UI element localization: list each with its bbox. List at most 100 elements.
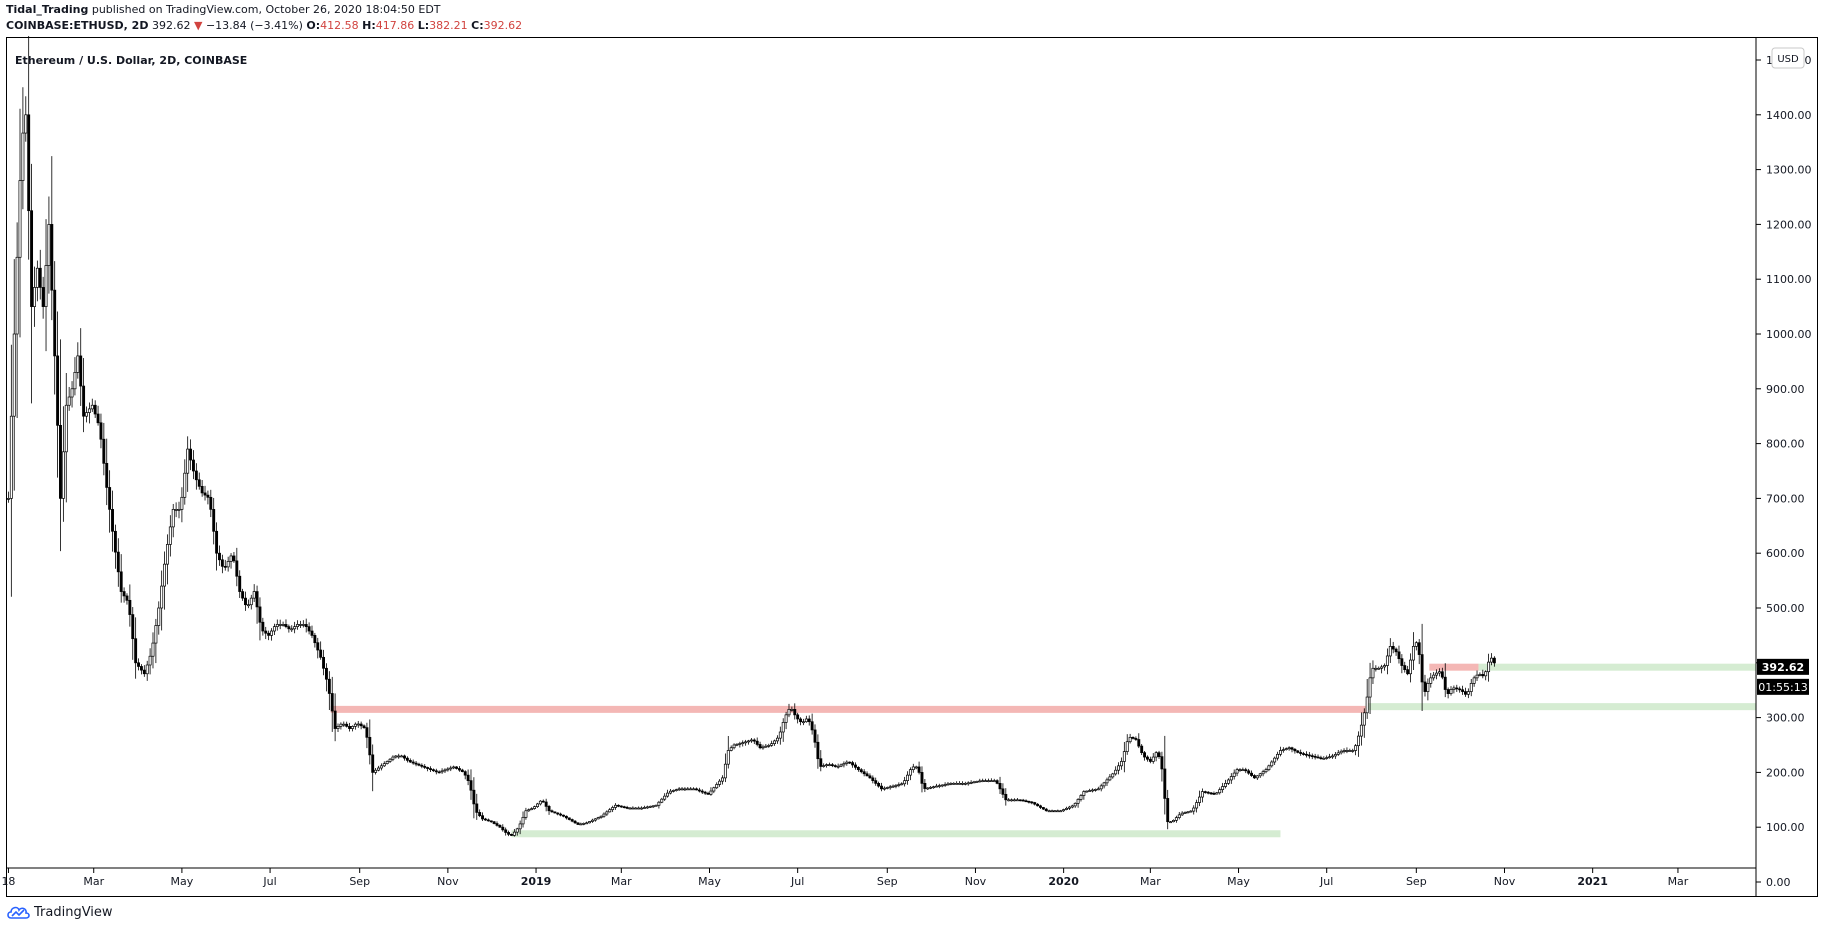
candle-up bbox=[180, 496, 184, 510]
candle-up bbox=[1261, 771, 1265, 775]
candle-down bbox=[1163, 768, 1167, 799]
author-name[interactable]: Tidal_Trading bbox=[6, 3, 89, 16]
candle-up bbox=[885, 787, 889, 789]
candle-down bbox=[703, 791, 707, 794]
candle-up bbox=[67, 396, 71, 406]
candle-down bbox=[1004, 793, 1008, 801]
candle-up bbox=[761, 746, 765, 749]
candle-up bbox=[1076, 799, 1080, 804]
candle-up bbox=[385, 761, 389, 764]
y-tick-label: 1200.00 bbox=[1766, 218, 1812, 231]
candle-up bbox=[397, 755, 401, 758]
candle-up bbox=[614, 804, 617, 808]
candle-up bbox=[1449, 689, 1453, 694]
candle-down bbox=[923, 783, 927, 789]
candle-up bbox=[1484, 671, 1488, 677]
candle-up bbox=[1065, 807, 1068, 810]
candle-down bbox=[1458, 688, 1462, 691]
candle-down bbox=[507, 832, 511, 835]
currency-button[interactable]: USD bbox=[1771, 47, 1805, 69]
candle-up bbox=[972, 781, 976, 784]
candle-up bbox=[1238, 769, 1242, 772]
footer-brand-label: TradingView bbox=[34, 904, 113, 920]
resistance-zone bbox=[1429, 663, 1479, 671]
candle-up bbox=[1339, 750, 1343, 754]
x-tick-label: Sep bbox=[349, 875, 370, 888]
candle-up bbox=[1374, 667, 1378, 670]
candle-down bbox=[53, 289, 57, 357]
candle-up bbox=[70, 388, 74, 398]
candle-down bbox=[1203, 791, 1207, 793]
candle-up bbox=[934, 785, 938, 788]
candle-down bbox=[559, 813, 563, 816]
y-tick-label: 100.00 bbox=[1766, 821, 1805, 834]
candle-up bbox=[1056, 810, 1060, 813]
candle-up bbox=[1062, 809, 1066, 812]
candle-up bbox=[394, 755, 398, 758]
candle-down bbox=[1131, 736, 1135, 739]
candle-down bbox=[41, 287, 45, 307]
candle-down bbox=[567, 817, 571, 820]
x-tick-label: 2021 bbox=[1577, 875, 1608, 888]
candle-down bbox=[96, 413, 100, 424]
candle-up bbox=[1085, 790, 1089, 793]
candle-down bbox=[541, 800, 545, 803]
candle-up bbox=[1111, 773, 1115, 778]
candle-up bbox=[163, 563, 167, 587]
candle-down bbox=[816, 741, 820, 760]
candle-down bbox=[848, 761, 852, 764]
candle-up bbox=[1172, 819, 1175, 823]
candle-down bbox=[695, 788, 698, 791]
candle-up bbox=[1325, 757, 1329, 759]
candle-up bbox=[778, 731, 782, 739]
candle-up bbox=[1258, 773, 1262, 777]
candle-up bbox=[790, 709, 794, 711]
candle-up bbox=[718, 780, 722, 785]
candle-down bbox=[189, 448, 193, 461]
candle-up bbox=[1270, 761, 1274, 767]
candle-down bbox=[498, 825, 502, 828]
candle-down bbox=[267, 632, 271, 636]
candle-up bbox=[64, 404, 68, 453]
candle-down bbox=[1143, 752, 1147, 758]
time-axis: 18 Mar May Jul Sep Nov 2019 Mar May Jul Sep Nov 2020… bbox=[1, 868, 1689, 888]
candle-up bbox=[969, 782, 973, 784]
candle-down bbox=[324, 667, 328, 680]
candle-up bbox=[249, 597, 253, 606]
footer-brand[interactable]: TradingView bbox=[6, 904, 113, 920]
candle-down bbox=[1293, 748, 1297, 752]
candle-down bbox=[1244, 769, 1248, 772]
candle-down bbox=[1420, 654, 1424, 683]
candle-up bbox=[585, 822, 589, 825]
candle-down bbox=[362, 725, 366, 728]
candle-down bbox=[481, 815, 485, 820]
chart-frame[interactable] bbox=[6, 37, 1818, 897]
candle-up bbox=[943, 784, 947, 786]
candle-down bbox=[284, 624, 288, 627]
candle-up bbox=[960, 783, 964, 785]
candle-up bbox=[1007, 799, 1011, 802]
candle-up bbox=[1082, 791, 1086, 796]
candle-down bbox=[137, 662, 140, 667]
candle-up bbox=[1411, 646, 1415, 661]
candle-up bbox=[732, 744, 736, 749]
candle-down bbox=[108, 487, 112, 510]
x-tick-label: Mar bbox=[1140, 875, 1161, 888]
candle-up bbox=[599, 815, 603, 818]
candle-up bbox=[9, 415, 13, 499]
last-price-label: 392.62 bbox=[1762, 661, 1804, 674]
countdown-badge bbox=[1757, 678, 1809, 695]
y-tick-label: 300.00 bbox=[1766, 712, 1805, 725]
candle-down bbox=[547, 806, 551, 812]
candle-up bbox=[579, 823, 583, 826]
candle-up bbox=[148, 655, 152, 666]
candle-up bbox=[379, 765, 383, 769]
candle-up bbox=[801, 721, 805, 724]
candle-up bbox=[1472, 677, 1476, 684]
candle-down bbox=[504, 829, 508, 833]
candle-up bbox=[1371, 667, 1375, 679]
candle-down bbox=[556, 812, 560, 815]
candle-up bbox=[443, 769, 447, 772]
candle-down bbox=[1036, 803, 1040, 807]
